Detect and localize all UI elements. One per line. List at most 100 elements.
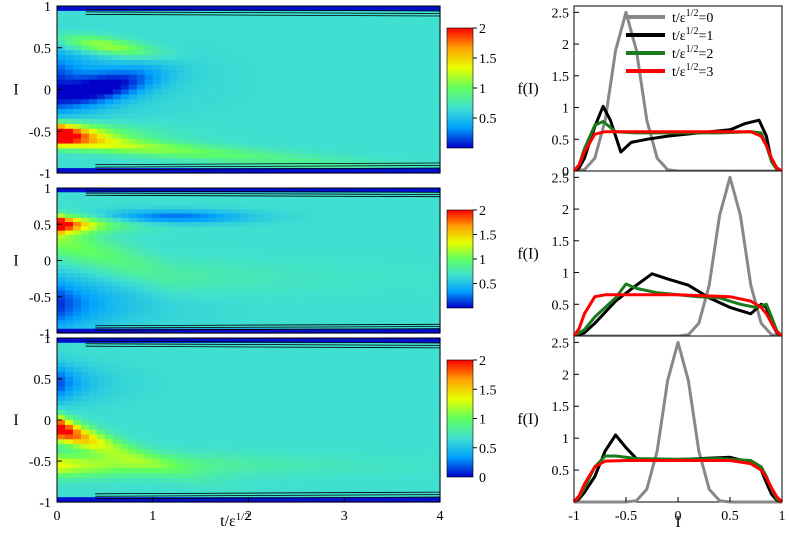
heatmap-cell <box>184 153 194 159</box>
heatmap-cell <box>184 200 194 206</box>
heatmap-cell <box>328 10 337 17</box>
heatmap-cell <box>96 328 106 334</box>
heatmap-cell <box>168 294 178 300</box>
heatmap-cell <box>80 338 90 344</box>
heatmap-cell <box>408 482 417 489</box>
heatmap-cell <box>416 269 425 274</box>
heatmap-cell <box>296 439 305 445</box>
heatmap-cell <box>57 123 66 130</box>
heatmap-cell <box>57 286 66 291</box>
heatmap-cell <box>176 420 186 426</box>
heatmap-cell <box>128 196 138 202</box>
y-tick-label: 1 <box>44 182 51 197</box>
heatmap-cell <box>112 148 122 154</box>
heatmap-cell <box>248 99 258 105</box>
heatmap-cell <box>408 64 417 71</box>
heatmap-cell <box>128 463 138 469</box>
heatmap-cell <box>104 84 114 91</box>
heatmap-cell <box>424 405 433 411</box>
heatmap-cell <box>424 487 433 493</box>
heatmap-cell <box>376 239 385 245</box>
heatmap-cell <box>248 15 258 22</box>
heatmap-cell <box>224 391 234 397</box>
heatmap-cell <box>256 463 266 469</box>
heatmap-cell <box>408 444 417 450</box>
heatmap-cell <box>424 468 433 474</box>
heatmap-cell <box>104 362 114 368</box>
heatmap-cell <box>264 487 274 493</box>
heatmap-cell <box>296 226 305 232</box>
heatmap-cell <box>376 269 385 274</box>
heatmap-cell <box>424 381 433 387</box>
heatmap-cell <box>136 196 146 202</box>
heatmap-cell <box>192 69 202 76</box>
heatmap-cell <box>128 303 138 309</box>
heatmap-cell <box>72 290 82 296</box>
heatmap-cell <box>368 143 377 150</box>
heatmap-cell <box>312 338 321 344</box>
heatmap-cell <box>88 324 98 330</box>
heatmap-cell <box>320 269 329 274</box>
heatmap-cell <box>64 69 74 76</box>
contour-line <box>85 8 441 12</box>
heatmap-cell <box>432 69 441 76</box>
heatmap-cell <box>144 473 154 479</box>
heatmap-cell <box>256 311 266 317</box>
heatmap-cell <box>216 133 226 140</box>
heatmap-cell <box>104 109 114 115</box>
heatmap-cell <box>80 10 90 17</box>
heatmap-cell <box>432 281 441 287</box>
heatmap-cell <box>304 239 313 245</box>
heatmap-cell <box>264 109 274 115</box>
heatmap-cell <box>96 410 106 416</box>
heatmap-cell <box>256 395 266 402</box>
heatmap-cell <box>104 429 114 436</box>
heatmap-cell <box>57 243 66 249</box>
heatmap-cell <box>120 226 130 232</box>
heatmap-cell <box>72 128 82 135</box>
heatmap-cell <box>64 260 74 266</box>
heatmap-cell <box>336 260 345 266</box>
heatmap-cell <box>72 158 82 164</box>
heatmap-cell <box>168 196 178 202</box>
heatmap-cell <box>57 239 66 245</box>
heatmap-cell <box>296 260 305 266</box>
heatmap-cell <box>248 434 258 440</box>
heatmap-cell <box>232 60 242 66</box>
heatmap-cell <box>112 188 122 193</box>
heatmap-cell <box>208 251 218 257</box>
heatmap-cell <box>304 209 313 215</box>
heatmap-cell <box>312 453 321 460</box>
heatmap-cell <box>96 123 106 130</box>
heatmap-cell <box>208 294 218 300</box>
heatmap-cell <box>96 234 106 240</box>
heatmap-cell <box>376 94 385 100</box>
heatmap-cell <box>320 45 329 51</box>
heatmap-cell <box>96 277 106 283</box>
heatmap-cell <box>72 352 82 358</box>
heatmap-cell <box>184 30 194 37</box>
heatmap-cell <box>352 264 361 270</box>
heatmap-cell <box>112 448 122 455</box>
heatmap-cell <box>400 168 409 174</box>
heatmap-cell <box>57 118 66 125</box>
heatmap-cell <box>336 395 345 402</box>
heatmap-cell <box>352 188 361 193</box>
heatmap-cell <box>128 468 138 474</box>
heatmap-cell <box>88 362 98 368</box>
heatmap-cell <box>152 94 162 100</box>
heatmap-cell <box>328 338 337 344</box>
heatmap-cell <box>136 217 146 223</box>
heatmap-cell <box>64 205 74 210</box>
heatmap-cell <box>264 84 274 91</box>
heatmap-cell <box>216 69 226 76</box>
heatmap-cell <box>128 50 138 56</box>
heatmap-cell <box>104 477 114 484</box>
heatmap-cell <box>328 99 337 105</box>
heatmap-cell <box>72 84 82 91</box>
heatmap-cell <box>376 386 385 392</box>
heatmap-cell <box>280 143 289 150</box>
heatmap-cell <box>432 74 441 81</box>
heatmap-cell <box>384 239 393 245</box>
